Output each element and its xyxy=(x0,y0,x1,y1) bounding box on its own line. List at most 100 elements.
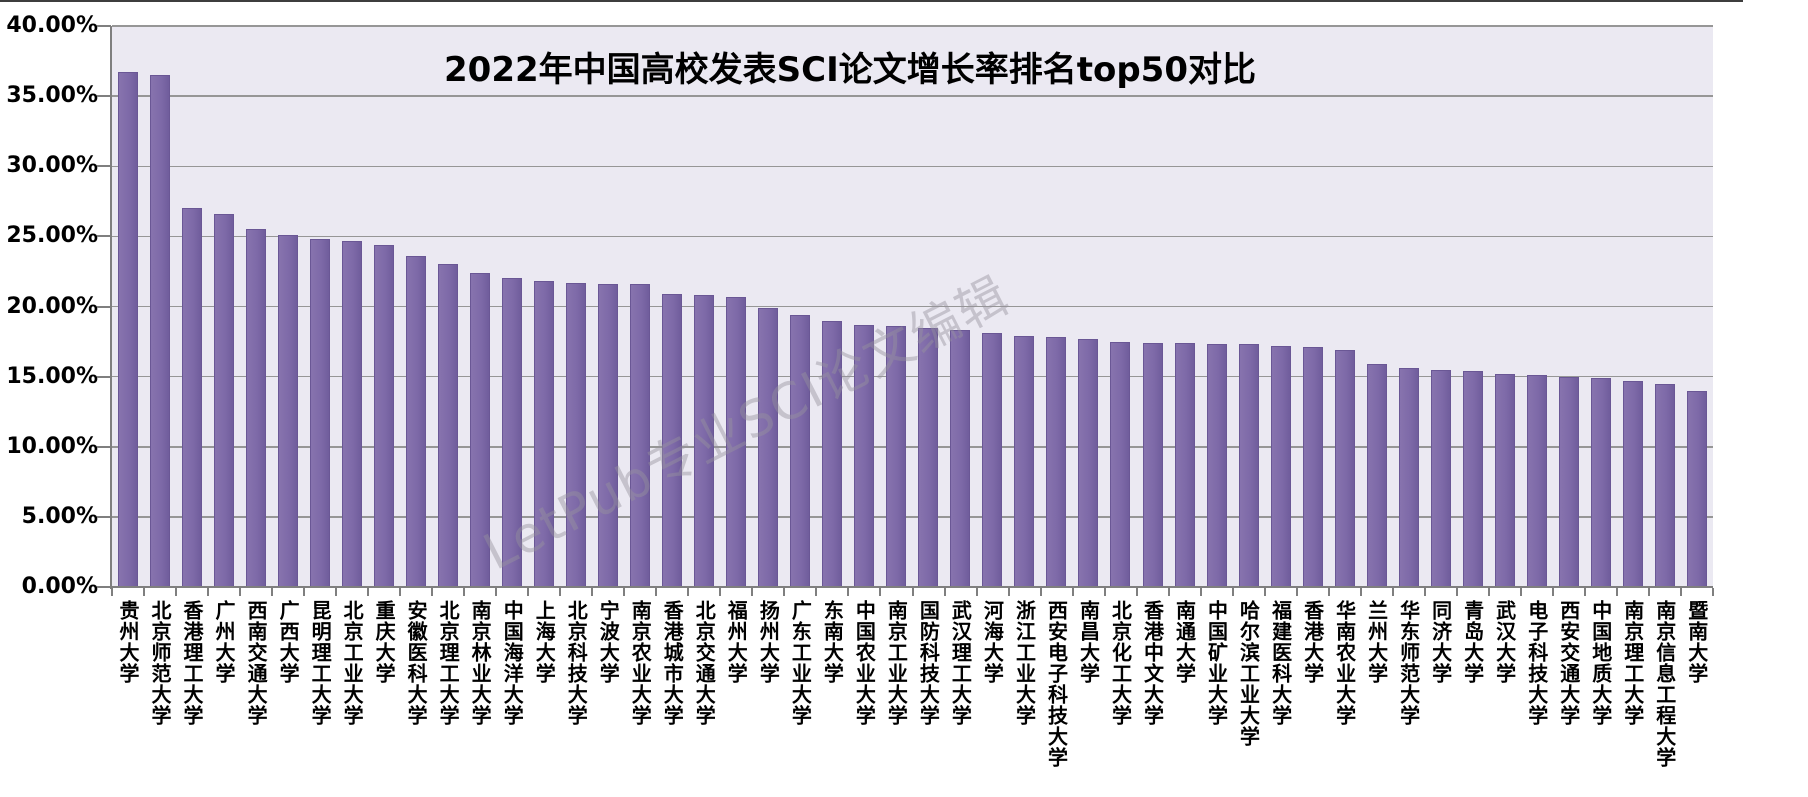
x-axis-label: 南京信息工程大学 xyxy=(1652,600,1677,768)
bar-series xyxy=(112,26,1713,587)
x-axis-tick xyxy=(1423,588,1426,596)
x-label-slot: 福建医科大学 xyxy=(1265,600,1297,726)
x-axis-tick xyxy=(1712,588,1714,596)
bar-slot xyxy=(1233,26,1265,587)
x-axis-tick xyxy=(623,588,626,596)
x-axis-label: 北京理工大学 xyxy=(436,600,461,726)
x-axis-tick xyxy=(1295,588,1298,596)
x-axis-tick xyxy=(1263,588,1266,596)
bar-安徽医科大学 xyxy=(406,256,427,587)
x-label-slot: 北京科技大学 xyxy=(560,600,592,726)
bar-西安电子科技大学 xyxy=(1046,337,1067,587)
x-label-slot: 北京工业大学 xyxy=(336,600,368,726)
x-axis-label: 宁波大学 xyxy=(596,600,621,684)
bar-slot xyxy=(752,26,784,587)
x-label-slot: 安徽医科大学 xyxy=(400,600,432,726)
bar-slot xyxy=(1361,26,1393,587)
x-axis-label: 广西大学 xyxy=(276,600,301,684)
y-axis-label-40: 40.00% xyxy=(6,13,98,38)
bar-slot xyxy=(1649,26,1681,587)
bar-slot xyxy=(1265,26,1297,587)
x-axis-label: 南通大学 xyxy=(1172,600,1197,684)
x-axis-label: 昆明理工大学 xyxy=(308,600,333,726)
y-axis-label-0: 0.00% xyxy=(21,574,98,599)
y-axis-tick xyxy=(97,305,111,308)
x-axis-label: 上海大学 xyxy=(532,600,557,684)
x-axis-label: 暨南大学 xyxy=(1684,600,1709,684)
bar-slot xyxy=(1297,26,1329,587)
y-axis-tick xyxy=(97,235,111,238)
bar-slot xyxy=(240,26,272,587)
y-axis-label-35: 35.00% xyxy=(6,83,98,109)
y-axis-tick xyxy=(97,586,111,588)
x-axis-label: 香港中文大学 xyxy=(1140,600,1165,726)
x-axis-tick xyxy=(303,588,306,596)
x-label-slot: 武汉理工大学 xyxy=(944,600,976,726)
x-label-slot: 贵州大学 xyxy=(112,600,144,684)
bar-兰州大学 xyxy=(1366,364,1387,587)
x-axis-tick xyxy=(1231,588,1234,596)
bar-中国地质大学 xyxy=(1590,378,1611,587)
x-label-slot: 昆明理工大学 xyxy=(304,600,336,726)
x-label-slot: 哈尔滨工业大学 xyxy=(1233,600,1265,747)
x-label-slot: 扬州大学 xyxy=(752,600,784,684)
x-axis-tick xyxy=(559,588,562,596)
x-axis-tick xyxy=(431,588,434,596)
bar-slot xyxy=(1137,26,1169,587)
x-label-slot: 武汉大学 xyxy=(1489,600,1521,684)
x-label-slot: 中国地质大学 xyxy=(1585,600,1617,726)
x-axis-label: 香港城市大学 xyxy=(660,600,685,726)
x-axis-tick xyxy=(1199,588,1202,596)
bar-西南交通大学 xyxy=(246,229,267,587)
x-axis-label: 北京师范大学 xyxy=(148,600,173,726)
x-label-slot: 北京交通大学 xyxy=(688,600,720,726)
bar-南京理工大学 xyxy=(1622,380,1643,587)
bar-slot xyxy=(368,26,400,587)
bar-slot xyxy=(1585,26,1617,587)
x-axis-tick xyxy=(143,588,146,596)
x-axis-tick xyxy=(783,588,786,596)
gridline-10 xyxy=(112,446,1713,448)
x-axis-label: 南昌大学 xyxy=(1076,600,1101,684)
bar-slot xyxy=(720,26,752,587)
x-label-slot: 香港大学 xyxy=(1297,600,1329,684)
x-label-slot: 北京理工大学 xyxy=(432,600,464,726)
x-axis-label: 广东工业大学 xyxy=(788,600,813,726)
x-label-slot: 北京化工大学 xyxy=(1104,600,1136,726)
x-label-slot: 华南农业大学 xyxy=(1329,600,1361,726)
x-axis-label: 同济大学 xyxy=(1428,600,1453,684)
bar-slot xyxy=(1201,26,1233,587)
x-label-slot: 北京师范大学 xyxy=(144,600,176,726)
bar-slot xyxy=(336,26,368,587)
x-axis-label: 扬州大学 xyxy=(756,600,781,684)
bar-重庆大学 xyxy=(374,244,395,587)
bar-广西大学 xyxy=(278,234,299,587)
gridline-30 xyxy=(112,165,1713,167)
x-axis-tick xyxy=(527,588,530,596)
x-label-slot: 中国海洋大学 xyxy=(496,600,528,726)
gridline-40 xyxy=(112,25,1713,27)
x-label-slot: 浙江工业大学 xyxy=(1008,600,1040,726)
x-label-slot: 华东师范大学 xyxy=(1393,600,1425,726)
x-axis-label: 贵州大学 xyxy=(116,600,140,684)
bar-slot xyxy=(1489,26,1521,587)
x-axis-label: 北京化工大学 xyxy=(1108,600,1133,726)
x-axis-label: 南京林业大学 xyxy=(468,600,493,726)
bar-香港大学 xyxy=(1302,347,1323,587)
bar-贵州大学 xyxy=(118,72,138,587)
x-axis-tick xyxy=(1583,588,1586,596)
bar-slot xyxy=(1329,26,1361,587)
x-axis-tick xyxy=(1551,588,1554,596)
bar-中国矿业大学 xyxy=(1206,344,1227,587)
bar-slot xyxy=(1681,26,1713,587)
x-axis-tick xyxy=(687,588,690,596)
y-axis-tick xyxy=(97,25,111,27)
bar-slot xyxy=(144,26,176,587)
gridline-35 xyxy=(112,95,1713,97)
x-axis-label: 北京交通大学 xyxy=(692,600,717,726)
x-axis-label: 电子科技大学 xyxy=(1524,600,1549,726)
x-label-slot: 国防科技大学 xyxy=(912,600,944,726)
y-axis-label-30: 30.00% xyxy=(6,153,98,179)
bar-slot xyxy=(1393,26,1425,587)
x-axis-labels: 贵州大学 北京师范大学 香港理工大学 广州大学 西南交通大学 广西大学 昆明理工大学 北京工业… xyxy=(112,600,1713,768)
